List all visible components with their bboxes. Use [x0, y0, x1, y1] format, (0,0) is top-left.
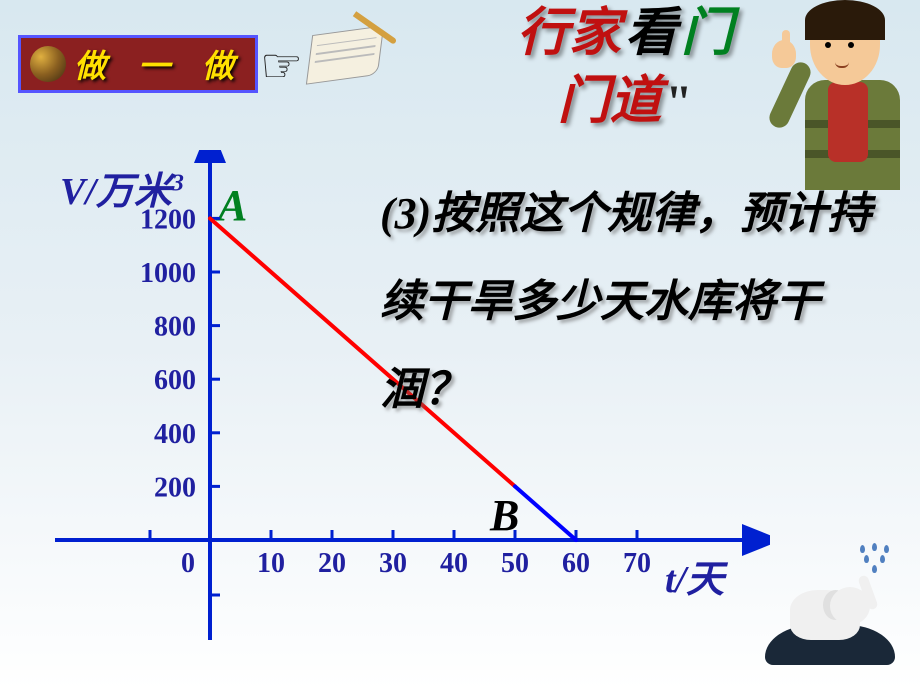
title-part-3-hidden: 门	[681, 5, 733, 62]
title-part-1: 行家	[517, 5, 621, 62]
sphere-icon	[30, 46, 66, 82]
svg-text:800: 800	[154, 312, 196, 343]
title-part-3: 门道	[558, 73, 662, 130]
svg-text:600: 600	[154, 365, 196, 396]
question-area: (3)按照这个规律，预计持续干旱多少天水库将干涸？	[380, 170, 890, 434]
svg-text:20: 20	[318, 548, 346, 579]
svg-text:0: 0	[181, 548, 195, 579]
svg-text:200: 200	[154, 472, 196, 503]
question-text: (3)按照这个规律，预计持续干旱多少天水库将干涸？	[380, 170, 890, 434]
svg-text:1000: 1000	[140, 258, 196, 289]
title-part-2: 看	[625, 5, 677, 62]
do-it-label: 做 一 做	[74, 41, 246, 87]
pointing-hand-icon: ☞	[260, 38, 303, 94]
svg-text:60: 60	[562, 548, 590, 579]
svg-text:40: 40	[440, 548, 468, 579]
svg-text:10: 10	[257, 548, 285, 579]
svg-text:50: 50	[501, 548, 529, 579]
boy-illustration	[760, 0, 920, 190]
closing-quote: "	[666, 76, 693, 129]
svg-text:1200: 1200	[140, 204, 196, 235]
svg-text:400: 400	[154, 419, 196, 450]
elephant-illustration	[755, 555, 895, 665]
svg-text:30: 30	[379, 548, 407, 579]
do-it-box: 做 一 做	[18, 35, 258, 93]
notebook-icon	[310, 30, 420, 90]
svg-text:70: 70	[623, 548, 651, 579]
